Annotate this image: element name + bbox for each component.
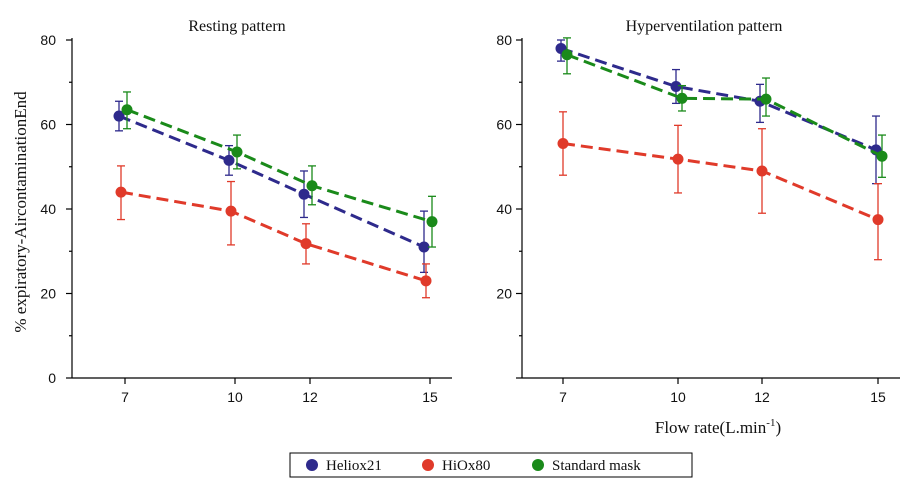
x-tick-label: 15 (422, 389, 438, 405)
x-axis-label-main: Flow rate(L.min (655, 418, 767, 437)
legend-marker-standard-mask (532, 459, 544, 471)
y-tick-label: 40 (40, 201, 56, 217)
x-tick-label: 15 (870, 389, 886, 405)
data-point-hiox80 (225, 205, 237, 217)
data-point-standard-mask (760, 93, 772, 105)
x-axis-label-close: ) (775, 418, 781, 437)
data-point-standard-mask (121, 104, 133, 116)
hyperventilation-pattern-panel: Hyperventilation pattern 20 40 60 80 7 10 12 15… (496, 18, 900, 437)
y-tick-label: 60 (40, 117, 56, 133)
x-axis-label: Flow rate(L.min-1) (655, 417, 781, 437)
data-point-heliox21 (418, 241, 430, 253)
legend-marker-heliox21 (306, 459, 318, 471)
data-point-hiox80 (872, 214, 884, 226)
data-point-hiox80 (756, 165, 768, 177)
legend: Heliox21 HiOx80 Standard mask (289, 452, 693, 478)
legend-label-heliox21: Heliox21 (326, 458, 382, 474)
series-line-standard-mask (126, 108, 433, 224)
y-tick-label: 40 (496, 201, 512, 217)
y-axis-label: % expiratory-AircontaminationEnd (11, 91, 30, 333)
legend-box (289, 452, 693, 478)
legend-items: Heliox21 HiOx80 Standard mask (306, 458, 641, 474)
series-line-standard-mask (566, 53, 883, 158)
data-point-standard-mask (676, 92, 688, 104)
data-point-hiox80 (115, 186, 127, 198)
x-tick-label: 10 (227, 389, 243, 405)
data-point-hiox80 (557, 138, 569, 150)
x-tick-label: 12 (302, 389, 318, 405)
resting-pattern-title: Resting pattern (188, 18, 285, 35)
data-point-standard-mask (426, 216, 438, 228)
y-tick-label: 60 (496, 117, 512, 133)
hyperventilation-plot-area (555, 37, 888, 261)
data-point-heliox21 (113, 110, 125, 122)
series-line-heliox21 (560, 47, 877, 152)
data-point-standard-mask (306, 180, 318, 192)
y-tick-label: 20 (496, 286, 512, 302)
legend-label-standard-mask: Standard mask (552, 458, 641, 474)
data-point-standard-mask (876, 150, 888, 162)
data-point-heliox21 (670, 80, 682, 92)
resting-plot-area (113, 91, 438, 299)
data-point-hiox80 (300, 238, 312, 250)
x-tick-label: 7 (121, 389, 129, 405)
data-point-hiox80 (672, 153, 684, 165)
series-line-hiox80 (120, 190, 427, 283)
hyperventilation-pattern-title: Hyperventilation pattern (626, 18, 783, 35)
x-tick-label: 10 (670, 389, 686, 405)
legend-marker-hiox80 (422, 459, 434, 471)
legend-label-hiox80: HiOx80 (442, 458, 490, 474)
y-tick-label: 80 (496, 32, 512, 48)
y-tick-label: 20 (40, 286, 56, 302)
resting-axes: 0 20 40 60 80 7 10 12 15 (40, 32, 452, 405)
data-point-standard-mask (561, 49, 573, 61)
x-tick-label: 12 (754, 389, 770, 405)
data-point-heliox21 (298, 188, 310, 200)
data-point-standard-mask (231, 146, 243, 158)
hyperventilation-axes: 20 40 60 80 7 10 12 15 (496, 32, 900, 405)
y-tick-label: 80 (40, 32, 56, 48)
resting-pattern-panel: Resting pattern % expiratory-Aircontamin… (11, 18, 452, 405)
series-line-hiox80 (562, 142, 879, 221)
data-point-heliox21 (223, 154, 235, 166)
series-line-heliox21 (118, 114, 425, 249)
x-axis-label-superscript: -1 (766, 417, 775, 429)
y-tick-label: 0 (48, 370, 56, 386)
x-tick-label: 7 (559, 389, 567, 405)
data-point-hiox80 (420, 275, 432, 287)
